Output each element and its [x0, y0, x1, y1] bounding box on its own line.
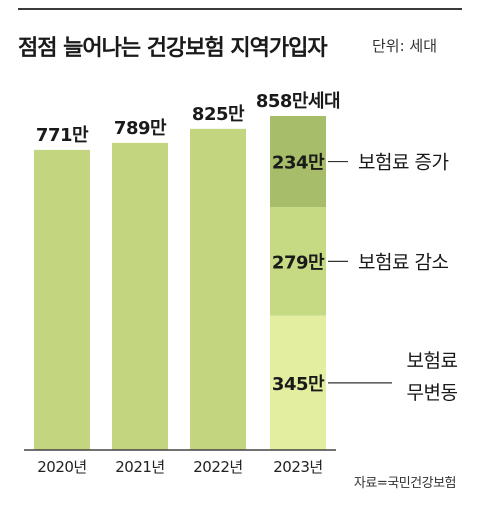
x-tick-label: 2020년	[37, 458, 86, 476]
x-tick-label: 2023년	[273, 458, 322, 476]
bar-value-label: 858만세대	[256, 91, 340, 112]
segment-value-label: 345만	[272, 374, 325, 395]
segment-value-label: 234만	[272, 153, 325, 174]
segment-name-label: 보험료 감소	[358, 251, 448, 273]
bar-value-label: 825만	[192, 104, 245, 125]
bar-2022년	[190, 128, 246, 450]
segment-name-label: 보험료 증가	[358, 152, 448, 174]
segment-name-label: 무변동	[407, 382, 458, 404]
segment-value-label: 279만	[272, 252, 325, 273]
source-label: 자료=국민건강보험	[353, 476, 457, 491]
chart-title: 점점 늘어나는 건강보험 지역가입자	[18, 36, 328, 61]
stack-segment	[270, 207, 326, 316]
top-rule	[18, 8, 462, 10]
x-tick-label: 2022년	[193, 458, 242, 476]
bar-2021년	[112, 142, 168, 450]
stack-segment	[270, 116, 326, 208]
bar-value-label: 789만	[114, 118, 167, 139]
bar-value-label: 771만	[36, 125, 89, 146]
unit-label: 단위: 세대	[372, 37, 438, 55]
stack-segment	[270, 315, 326, 450]
bar-2020년	[34, 149, 90, 450]
x-tick-label: 2021년	[115, 458, 164, 476]
segment-name-label: 보험료	[407, 350, 458, 372]
